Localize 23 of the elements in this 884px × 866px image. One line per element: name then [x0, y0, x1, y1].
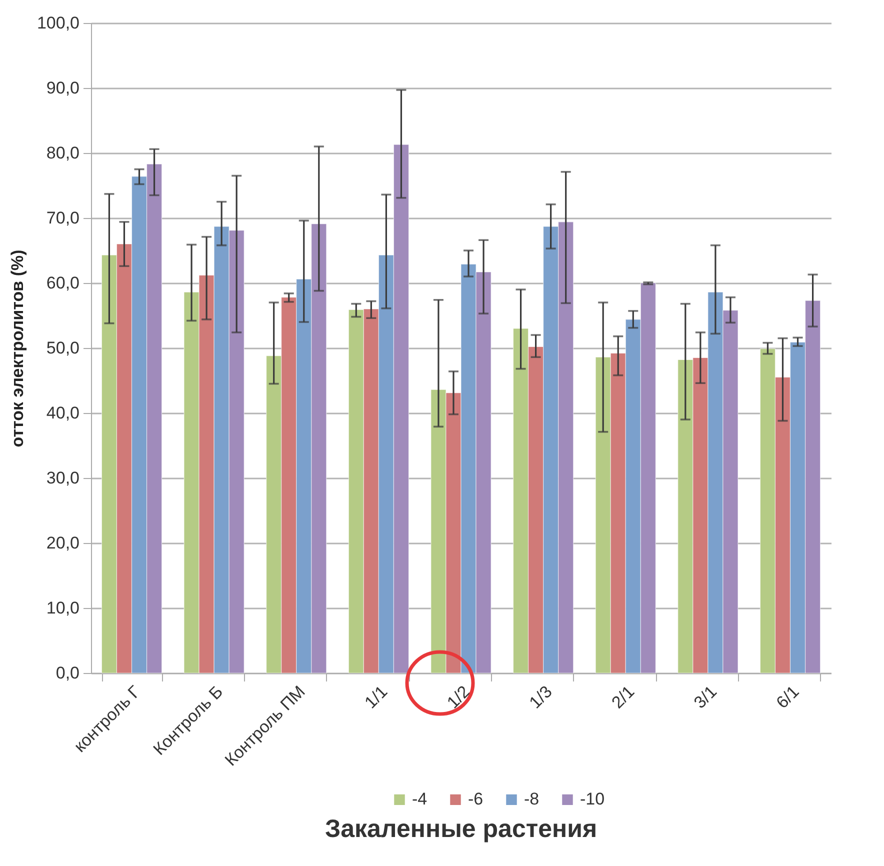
x-tick-label: 6/1	[772, 682, 803, 712]
y-tick-label: 60,0	[46, 274, 80, 292]
x-tick-label: 1/1	[361, 682, 392, 712]
y-tick-label: 50,0	[46, 338, 80, 358]
x-axis-title: Закаленные растения	[324, 815, 598, 843]
y-tick-label: 40,0	[46, 404, 80, 422]
y-tick-label: 70,0	[46, 208, 80, 228]
x-tick-label: 3/1	[690, 682, 720, 712]
y-tick-label: 90,0	[46, 78, 80, 98]
x-tick-label: 2/1	[608, 682, 638, 712]
x-tick-label: 1/3	[526, 682, 556, 712]
legend-label: -10	[580, 790, 605, 809]
legend-label: -8	[524, 790, 540, 809]
y-tick-label: 10,0	[46, 598, 80, 618]
y-tick-label: 80,0	[46, 144, 80, 162]
x-tick-label: 1/2	[443, 682, 474, 712]
y-tick-label: 0,0	[56, 664, 80, 682]
y-tick-label: 30,0	[46, 468, 80, 488]
y-axis-title: отток электролитов (%)	[8, 250, 27, 448]
legend-label: -4	[412, 790, 428, 809]
y-tick-label: 100,0	[36, 14, 80, 32]
y-tick-label: 20,0	[46, 534, 80, 552]
legend-label: -6	[468, 790, 484, 809]
